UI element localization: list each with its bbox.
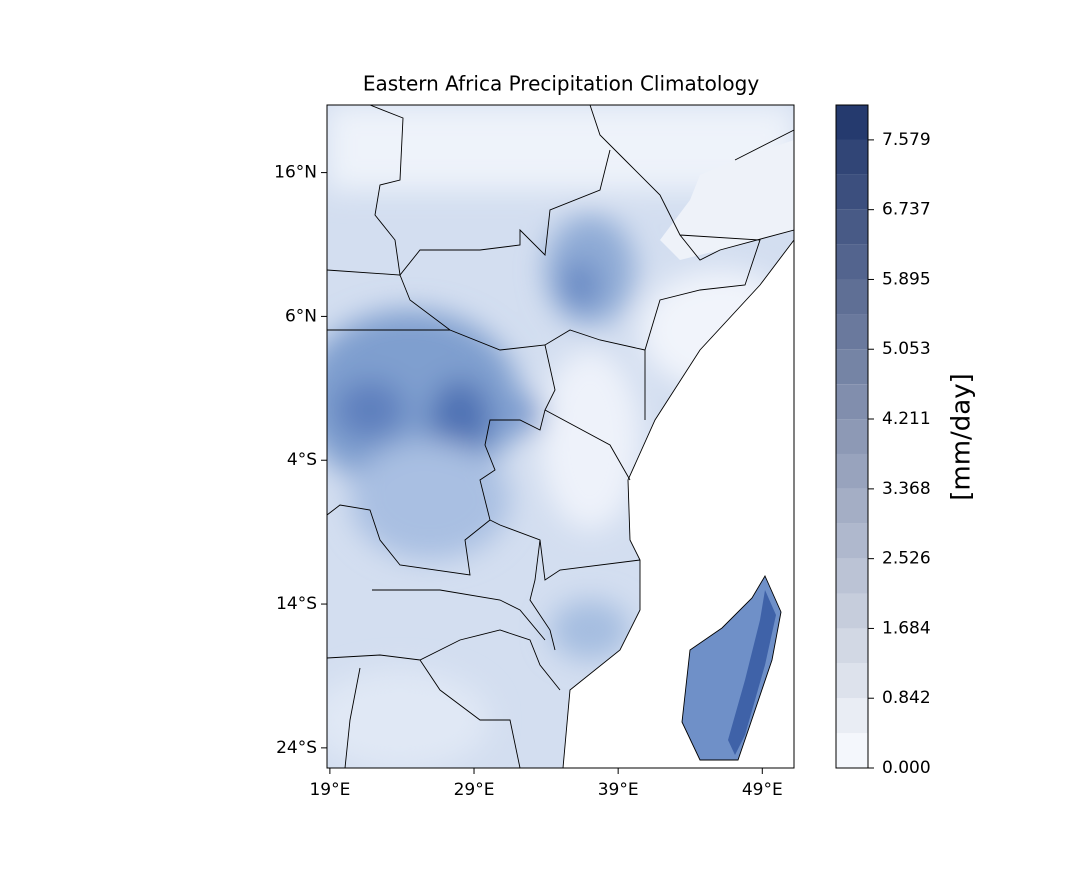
colorbar-band bbox=[836, 663, 868, 699]
colorbar-band bbox=[836, 349, 868, 385]
colorbar-band bbox=[836, 105, 868, 140]
coastline bbox=[681, 575, 782, 761]
map-area bbox=[327, 105, 794, 768]
colorbar-tick-label: 6.737 bbox=[882, 200, 931, 220]
x-tick-label: 29°E bbox=[454, 780, 495, 800]
colorbar-band bbox=[836, 523, 868, 559]
colorbar-tick-label: 0.000 bbox=[882, 758, 931, 778]
colorbar-band bbox=[836, 279, 868, 315]
y-tick-label: 24°S bbox=[276, 738, 317, 758]
map-frame bbox=[326, 104, 795, 769]
y-tick-label: 14°S bbox=[276, 594, 317, 614]
colorbar-band bbox=[836, 628, 868, 664]
y-tick-label: 4°S bbox=[287, 450, 317, 470]
colorbar-band bbox=[836, 558, 868, 594]
colorbar-frame bbox=[835, 104, 869, 769]
colorbar-tick-label: 0.842 bbox=[882, 688, 931, 708]
colorbar-tick-label: 4.211 bbox=[882, 409, 931, 429]
madagascar bbox=[682, 576, 781, 760]
colorbar-tick-label: 5.895 bbox=[882, 269, 931, 289]
colorbar-band bbox=[836, 174, 868, 210]
colorbar-band bbox=[836, 139, 868, 175]
colorbar-tick-label: 5.053 bbox=[882, 339, 931, 359]
colorbar-band bbox=[836, 419, 868, 454]
y-tick-label: 16°N bbox=[274, 163, 317, 183]
map-title: Eastern Africa Precipitation Climatology bbox=[363, 72, 760, 96]
colorbar-band bbox=[836, 209, 868, 245]
colorbar-label: [mm/day] bbox=[947, 373, 977, 501]
madagascar-east bbox=[728, 590, 776, 755]
colorbar-band bbox=[836, 314, 868, 350]
colorbar-tick-label: 7.579 bbox=[882, 130, 931, 150]
colorbar-band bbox=[836, 384, 868, 420]
colorbar-band bbox=[836, 244, 868, 280]
y-tick-label: 6°N bbox=[285, 306, 317, 326]
x-tick-label: 19°E bbox=[309, 780, 350, 800]
colorbar bbox=[836, 105, 868, 768]
border bbox=[327, 105, 646, 768]
arabia bbox=[640, 105, 794, 260]
coastline bbox=[562, 239, 794, 768]
colorbar-band bbox=[836, 453, 868, 489]
colorbar-band bbox=[836, 593, 868, 629]
colorbar-band bbox=[836, 698, 868, 734]
x-tick-label: 49°E bbox=[742, 780, 783, 800]
colorbar-tick-label: 3.368 bbox=[882, 479, 931, 499]
colorbar-band bbox=[836, 488, 868, 524]
colorbar-tick-label: 1.684 bbox=[882, 618, 931, 638]
x-tick-label: 39°E bbox=[598, 780, 639, 800]
colorbar-band bbox=[836, 733, 868, 768]
colorbar-tick-label: 2.526 bbox=[882, 549, 931, 569]
